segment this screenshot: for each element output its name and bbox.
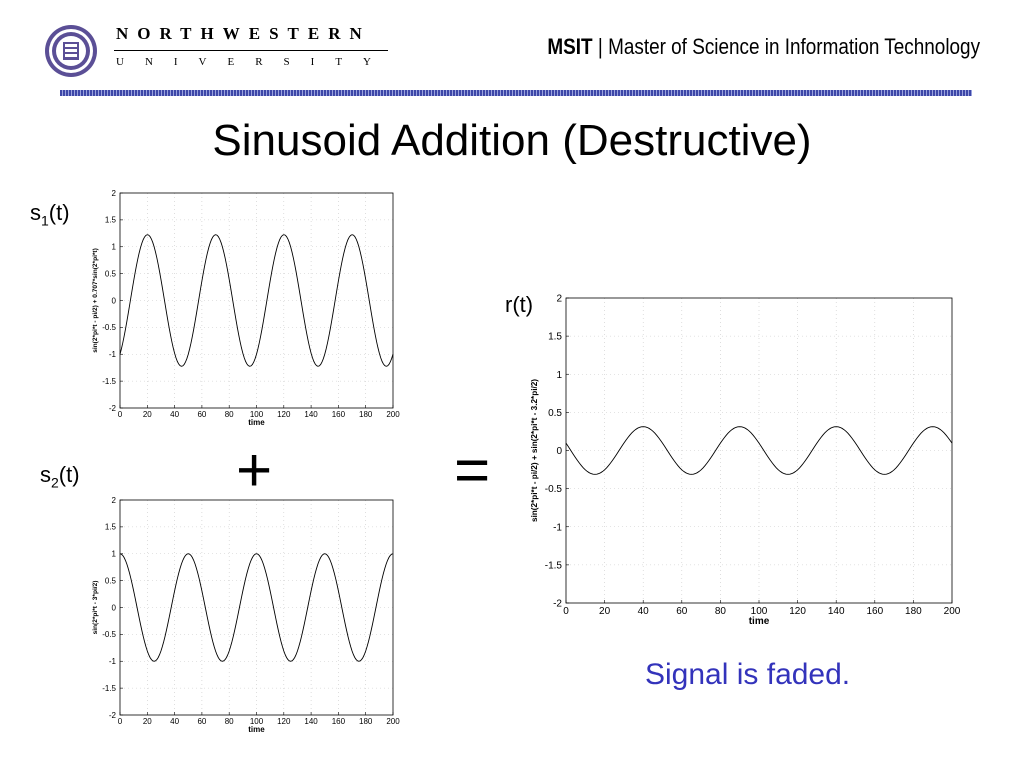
y-tick-label: 1 [112,243,117,252]
y-axis-label: sin(2*pi*t - pi/2) + sin(2*pi*t - 3.2*pi… [530,379,539,522]
r-label: r(t) [505,292,534,317]
x-tick-label: 40 [170,410,179,419]
x-tick-label: 60 [676,606,688,617]
chart-r: 0 20 40 60 80 100 120 140 160 180 200-2-1.5-1-0.50… [530,294,961,628]
y-tick-label: 2 [112,496,117,505]
x-tick-label: 200 [944,606,961,617]
y-tick-label: -0.5 [102,323,116,332]
series-line [119,553,394,662]
university-seal-logo [45,25,97,77]
y-axis-label: sin(2*pi*t - pi/2) + 0.707*sin(2*pi*t) [92,248,99,353]
y-tick-label: -0.5 [545,484,563,495]
y-tick-label: -2 [109,404,117,413]
x-tick-label: 200 [386,717,400,726]
y-tick-label: 0 [112,603,117,612]
x-tick-label: 120 [789,606,806,617]
chart-s2: 0 20 40 60 80 100 120 140 160 180 200-2-1.5-1-0.50… [92,496,400,734]
x-tick-label: 120 [277,410,291,419]
x-tick-label: 160 [332,717,346,726]
x-tick-label: 160 [866,606,883,617]
x-tick-label: 140 [304,717,318,726]
x-tick-label: 140 [304,410,318,419]
x-tick-label: 180 [905,606,922,617]
x-axis-label: time [248,725,265,734]
x-tick-label: 20 [143,410,152,419]
header-divider [60,90,972,96]
x-tick-label: 100 [250,410,264,419]
y-tick-label: -1.5 [545,560,563,571]
x-tick-label: 180 [359,410,373,419]
x-tick-label: 20 [599,606,611,617]
x-tick-label: 0 [118,410,123,419]
x-tick-label: 0 [118,717,123,726]
chart-s1: 0 20 40 60 80 100 120 140 160 180 200-2-1.5-1-0.50… [92,189,400,427]
program-full-name: Master of Science in Information Technol… [608,34,980,59]
footnote-text: Signal is faded. [645,658,851,691]
y-tick-label: 1.5 [548,332,562,343]
program-separator: | [597,34,603,59]
s1-label-sub: 1 [41,212,49,229]
logo-divider [114,50,388,51]
plus-sign: + [236,436,273,505]
x-tick-label: 80 [225,717,234,726]
s2-label: s2(t) [40,462,80,490]
x-tick-label: 100 [250,717,264,726]
y-tick-label: -2 [109,711,117,720]
s2-label-tail: (t) [58,462,80,487]
x-tick-label: 80 [715,606,727,617]
y-tick-label: 2 [556,294,562,305]
y-tick-label: -2 [553,599,562,610]
y-tick-label: 2 [112,189,117,198]
x-tick-label: 60 [197,717,206,726]
x-tick-label: 100 [751,606,768,617]
x-tick-label: 60 [197,410,206,419]
s2-label-main: s [40,462,51,487]
s2-label-sub: 2 [51,474,59,491]
s1-label-main: s [30,200,41,225]
s1-label-tail: (t) [48,200,70,225]
y-tick-label: 1 [112,550,117,559]
y-tick-label: 0 [556,446,562,457]
series-line [119,234,394,367]
series-line [565,426,953,475]
y-tick-label: 0 [112,296,117,305]
slide-title: Sinusoid Addition (Destructive) [212,116,812,165]
x-tick-label: 80 [225,410,234,419]
y-axis-label: sin(2*pi*t - 3*pi/2) [92,581,99,635]
y-tick-label: 0.5 [105,269,117,278]
x-tick-label: 40 [170,717,179,726]
logo-wordmark: NORTHWESTERN [116,24,371,43]
y-tick-label: 0.5 [548,408,562,419]
equals-sign: = [454,436,491,505]
x-tick-label: 120 [277,717,291,726]
program-abbr: MSIT [547,34,593,59]
x-tick-label: 200 [386,410,400,419]
y-tick-label: -1 [109,657,117,666]
s1-label: s1(t) [30,200,70,228]
y-tick-label: -0.5 [102,630,116,639]
x-tick-label: 40 [638,606,650,617]
y-tick-label: 1 [556,370,562,381]
y-tick-label: 1.5 [105,216,117,225]
x-tick-label: 20 [143,717,152,726]
y-tick-label: 1.5 [105,523,117,532]
logo-subtitle: UNIVERSITY [116,56,392,68]
program-name: MSIT | Master of Science in Information … [547,34,980,60]
y-tick-label: -1 [109,350,117,359]
x-tick-label: 0 [563,606,569,617]
y-tick-label: -1.5 [102,377,116,386]
y-tick-label: -1 [553,522,562,533]
x-axis-label: time [248,418,265,427]
y-tick-label: -1.5 [102,684,116,693]
x-tick-label: 180 [359,717,373,726]
x-tick-label: 160 [332,410,346,419]
x-axis-label: time [749,616,770,627]
x-tick-label: 140 [828,606,845,617]
y-tick-label: 0.5 [105,576,117,585]
